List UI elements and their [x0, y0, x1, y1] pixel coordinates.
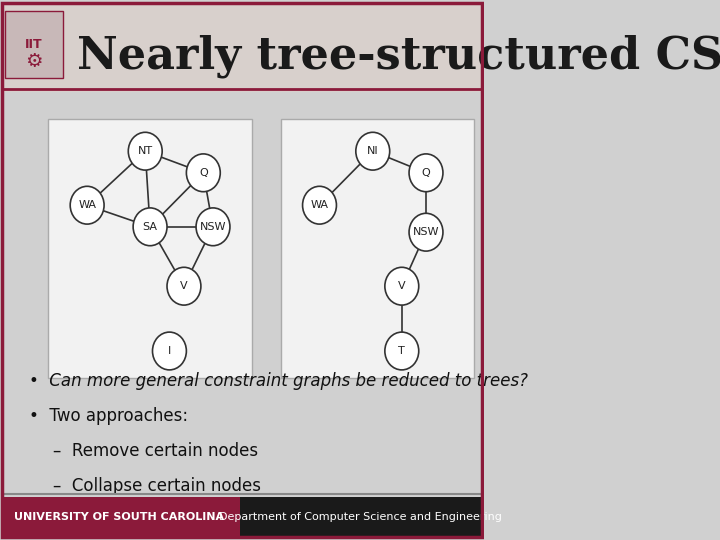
- FancyBboxPatch shape: [240, 497, 482, 537]
- Circle shape: [196, 208, 230, 246]
- Circle shape: [133, 208, 167, 246]
- Text: NT: NT: [138, 146, 153, 156]
- Text: NSW: NSW: [413, 227, 439, 237]
- Text: WA: WA: [310, 200, 328, 210]
- Text: Nearly tree-structured CSPs: Nearly tree-structured CSPs: [78, 35, 720, 78]
- Text: NI: NI: [367, 146, 379, 156]
- Text: NSW: NSW: [199, 222, 226, 232]
- Text: WA: WA: [78, 200, 96, 210]
- FancyBboxPatch shape: [281, 119, 474, 378]
- FancyBboxPatch shape: [5, 11, 63, 78]
- Text: –  Collapse certain nodes: – Collapse certain nodes: [53, 477, 261, 495]
- Text: SA: SA: [143, 222, 158, 232]
- Text: V: V: [398, 281, 405, 291]
- FancyBboxPatch shape: [2, 497, 245, 537]
- Text: I: I: [168, 346, 171, 356]
- Circle shape: [385, 332, 419, 370]
- Text: IIT: IIT: [25, 38, 42, 51]
- Text: Q: Q: [422, 168, 431, 178]
- Circle shape: [385, 267, 419, 305]
- Circle shape: [409, 154, 443, 192]
- Text: Department of Computer Science and Engineering: Department of Computer Science and Engin…: [219, 512, 502, 522]
- Circle shape: [409, 213, 443, 251]
- Circle shape: [356, 132, 390, 170]
- Text: UNIVERSITY OF SOUTH CAROLINA: UNIVERSITY OF SOUTH CAROLINA: [14, 512, 224, 522]
- FancyBboxPatch shape: [2, 3, 482, 92]
- Circle shape: [70, 186, 104, 224]
- Text: –  Remove certain nodes: – Remove certain nodes: [53, 442, 258, 460]
- Circle shape: [302, 186, 336, 224]
- Circle shape: [128, 132, 162, 170]
- Text: •  Two approaches:: • Two approaches:: [29, 407, 188, 425]
- Text: •  Can more general constraint graphs be reduced to trees?: • Can more general constraint graphs be …: [29, 372, 528, 390]
- Circle shape: [186, 154, 220, 192]
- Circle shape: [153, 332, 186, 370]
- Circle shape: [167, 267, 201, 305]
- Text: ⚙: ⚙: [25, 51, 42, 71]
- FancyBboxPatch shape: [48, 119, 252, 378]
- Text: T: T: [398, 346, 405, 356]
- Text: V: V: [180, 281, 188, 291]
- Text: Q: Q: [199, 168, 207, 178]
